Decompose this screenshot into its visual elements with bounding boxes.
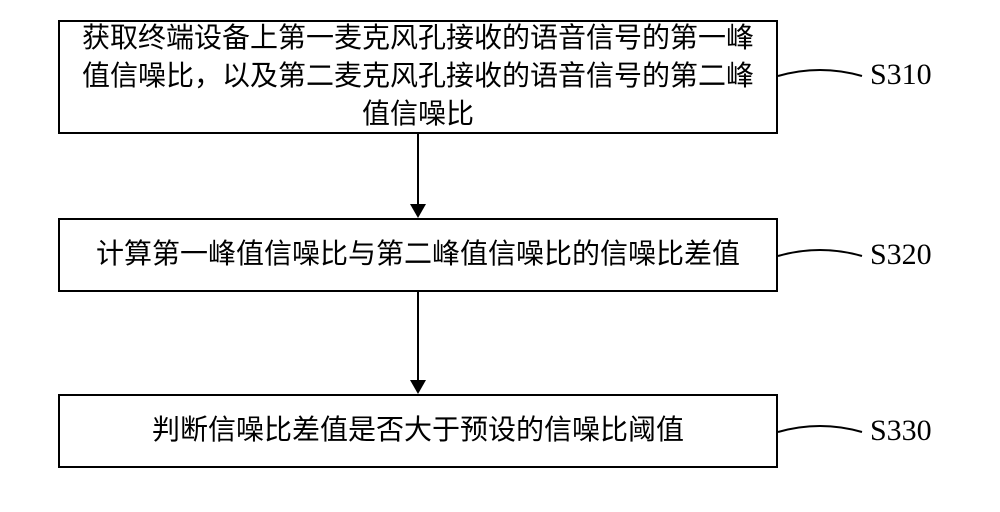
- connector-3: [0, 0, 1000, 512]
- flowchart-canvas: 获取终端设备上第一麦克风孔接收的语音信号的第一峰值信噪比，以及第二麦克风孔接收的…: [0, 0, 1000, 512]
